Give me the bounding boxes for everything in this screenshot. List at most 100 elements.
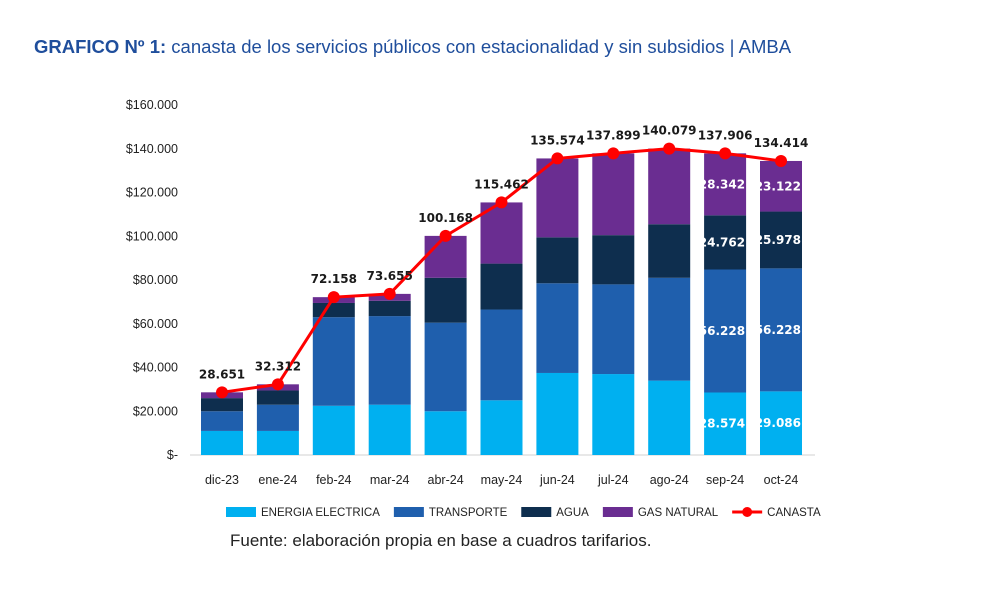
y-tick-label: $- [167, 448, 178, 462]
x-tick-label: dic-23 [205, 473, 239, 487]
legend-swatch-gas [602, 507, 633, 517]
bar-segment-transporte [536, 283, 579, 373]
bar-segment-label: 56.228 [755, 323, 801, 337]
bar-segment-label: 25.978 [755, 233, 801, 247]
bar-segment-energia [760, 391, 802, 455]
canasta-point [607, 147, 620, 160]
legend-label: CANASTA [767, 507, 821, 519]
canasta-value-label: 115.462 [474, 177, 529, 191]
legend-swatch-transporte [393, 507, 424, 517]
bar-segment-label: 28.342 [699, 177, 745, 191]
bar-segment-transporte [648, 277, 691, 381]
bar-segment-label: 28.574 [699, 417, 745, 431]
x-tick-label: jun-24 [539, 473, 575, 487]
y-tick-label: $140.000 [126, 142, 178, 156]
bar-segment-transporte [368, 316, 411, 405]
bar-segment-agua [480, 263, 523, 310]
canasta-point [495, 196, 508, 209]
y-tick-label: $160.000 [126, 98, 178, 112]
bar-segment-transporte [704, 269, 747, 393]
bar-segment-agua [704, 215, 747, 270]
canasta-point [719, 147, 732, 160]
canasta-point [271, 378, 284, 391]
bar-segment-gas [704, 153, 747, 216]
legend-marker-canasta [742, 507, 753, 517]
bar-segment-energia [424, 411, 467, 455]
bar-segment-agua [256, 390, 299, 405]
bar-segment-energia [648, 380, 691, 455]
bar-segment-label: 56.228 [699, 324, 745, 338]
bar-segment-energia [256, 430, 299, 455]
legend-label: TRANSPORTE [429, 507, 508, 519]
bar-segment-agua [424, 277, 467, 323]
bar-segment-energia [592, 374, 635, 455]
x-tick-label: jul-24 [597, 473, 629, 487]
canasta-point [327, 291, 340, 304]
bar-segment-agua [592, 235, 635, 285]
x-tick-label: abr-24 [428, 473, 464, 487]
bar-segment-energia [704, 392, 747, 455]
legend-label: ENERGIA ELECTRICA [261, 507, 380, 519]
chart-title-text: canasta de los servicios públicos con es… [166, 36, 792, 57]
bar-segment-gas [536, 158, 579, 238]
bar-segment-gas [592, 153, 635, 236]
canasta-point [663, 142, 676, 155]
canasta-point [216, 386, 228, 399]
canasta-value-label: 73.655 [367, 269, 413, 283]
bar-segment-agua [368, 300, 411, 317]
x-tick-label: ene-24 [258, 473, 297, 487]
legend-label: GAS NATURAL [638, 507, 719, 519]
bar-segment-gas [424, 235, 467, 278]
bar-segment-label: 23.122 [755, 179, 801, 193]
bar-segment-gas [760, 160, 802, 212]
x-tick-label: sep-24 [706, 473, 744, 487]
bar-segment-transporte [480, 309, 523, 401]
y-tick-label: $60.000 [133, 317, 178, 331]
bar-segment-transporte [592, 284, 635, 375]
bar-segment-transporte [760, 268, 802, 392]
x-tick-label: mar-24 [370, 473, 410, 487]
canasta-point [775, 154, 787, 167]
canasta-value-label: 100.168 [418, 211, 473, 225]
y-tick-label: $120.000 [126, 186, 178, 200]
bar-segment-agua [312, 302, 355, 318]
canasta-value-label: 28.651 [199, 367, 245, 381]
bar-segment-transporte [201, 411, 243, 431]
y-tick-label: $80.000 [133, 273, 178, 287]
bar-segment-energia [536, 372, 579, 455]
bar-segment-transporte [312, 317, 355, 406]
x-tick-label: feb-24 [316, 473, 351, 487]
bar-segment-transporte [256, 404, 299, 431]
bar-segment-energia [201, 430, 243, 455]
y-tick-label: $40.000 [133, 361, 178, 375]
canasta-value-label: 135.574 [530, 133, 585, 147]
x-tick-label: ago-24 [650, 473, 689, 487]
canasta-value-label: 137.906 [698, 128, 753, 142]
legend-swatch-energia [226, 507, 256, 517]
chart-title: GRAFICO Nº 1: canasta de los servicios p… [34, 36, 791, 58]
canasta-point [439, 229, 452, 242]
bar-segment-transporte [424, 322, 467, 412]
bar-segment-agua [201, 398, 243, 412]
canasta-point [551, 152, 564, 165]
bar-segment-energia [312, 405, 355, 455]
x-tick-label: may-24 [481, 473, 523, 487]
y-tick-label: $20.000 [133, 404, 178, 418]
bar-segment-label: 29.086 [755, 416, 801, 430]
x-tick-label: oct-24 [764, 473, 799, 487]
legend-swatch-agua [521, 507, 552, 517]
canasta-point [383, 287, 396, 300]
bar-segment-energia [368, 404, 411, 455]
chart-title-prefix: GRAFICO Nº 1: [34, 36, 167, 57]
bar-segment-agua [536, 237, 579, 284]
canasta-value-label: 134.414 [754, 136, 809, 150]
canasta-value-label: 32.312 [255, 359, 301, 373]
canasta-value-label: 72.158 [311, 272, 357, 286]
bar-segment-label: 24.762 [699, 235, 745, 249]
chart-source-note: Fuente: elaboración propia en base a cua… [230, 531, 652, 550]
bar-segment-energia [480, 400, 523, 455]
canasta-value-label: 137.899 [586, 128, 641, 142]
legend-label: AGUA [556, 507, 589, 519]
bar-segment-agua [760, 211, 802, 269]
